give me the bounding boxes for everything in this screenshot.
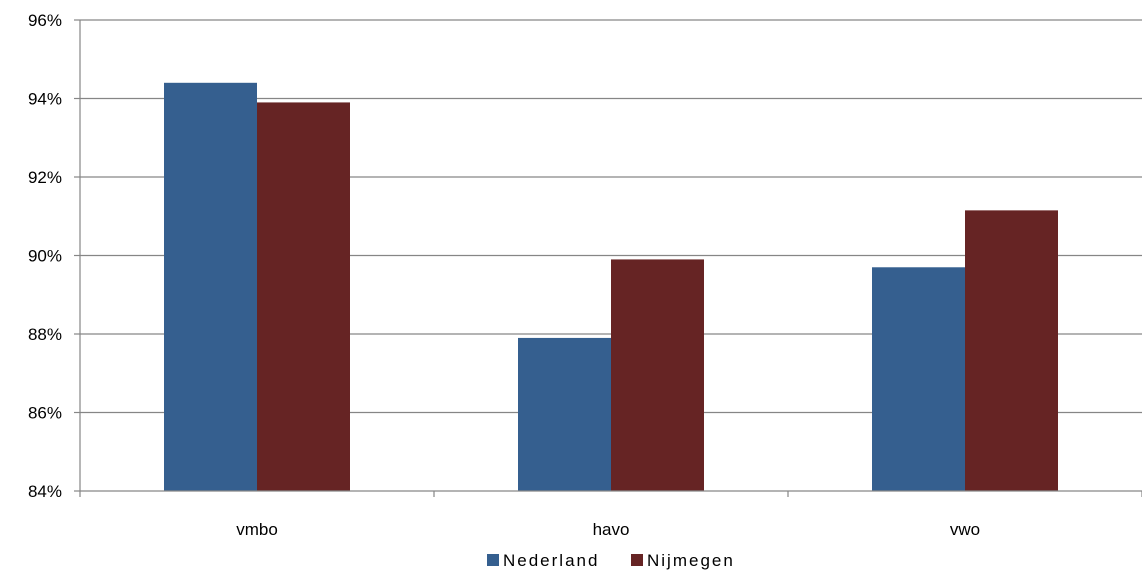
- x-category-labels: vmbo havo vwo: [236, 520, 980, 539]
- y-tick-label: 94%: [28, 90, 62, 109]
- x-category-label: havo: [593, 520, 630, 539]
- bar-nijmegen-vwo: [965, 210, 1058, 492]
- bar-nederland-vwo: [872, 267, 965, 491]
- y-tick-label: 92%: [28, 168, 62, 187]
- legend-label-nijmegen: Nijmegen: [647, 551, 735, 570]
- y-tick-label: 90%: [28, 247, 62, 266]
- y-tick-label: 88%: [28, 325, 62, 344]
- legend-label-nederland: Nederland: [503, 551, 599, 570]
- y-tick-label: 86%: [28, 404, 62, 423]
- legend-swatch-nederland: [487, 554, 499, 566]
- bar-nijmegen-havo: [611, 259, 704, 491]
- y-tick-labels: 84% 86% 88% 90% 92% 94% 96%: [28, 11, 62, 501]
- bar-nijmegen-vmbo: [257, 102, 350, 492]
- axes: [74, 19, 1142, 497]
- x-category-label: vwo: [950, 520, 980, 539]
- y-tick-label: 84%: [28, 482, 62, 501]
- bar-nederland-vmbo: [164, 82, 257, 492]
- y-tick-label: 96%: [28, 11, 62, 30]
- bar-nederland-havo: [518, 337, 611, 491]
- legend-swatch-nijmegen: [631, 554, 643, 566]
- legend: Nederland Nijmegen: [487, 551, 735, 570]
- x-category-label: vmbo: [236, 520, 278, 539]
- bars: [164, 82, 1058, 492]
